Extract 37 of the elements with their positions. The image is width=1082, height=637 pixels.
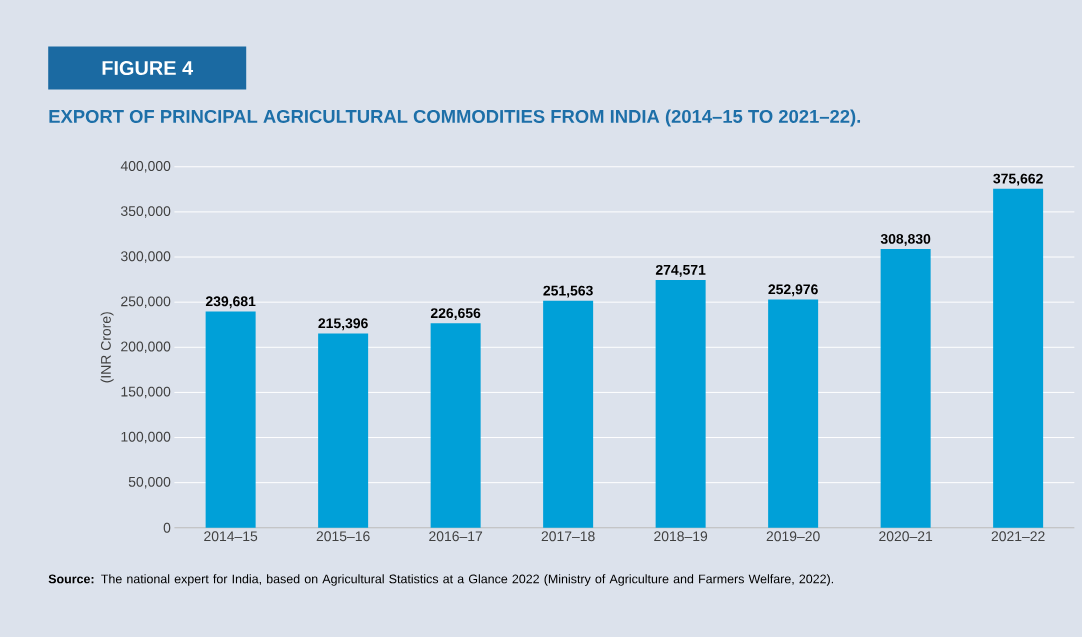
- x-tick-label: 2019–20: [766, 531, 820, 542]
- bar: [768, 299, 819, 528]
- chart-title: EXPORT OF PRINCIPAL AGRICULTURAL COMMODITIES FROM INDIA (2014–15 TO 2021–22).: [49, 109, 861, 127]
- bar: [205, 311, 256, 528]
- bar: [880, 249, 931, 528]
- data-label: 375,662: [993, 173, 1043, 186]
- y-tick-label: 0: [163, 522, 171, 533]
- data-label: 215,396: [318, 318, 368, 331]
- caption: FIGURE 4: [102, 60, 194, 76]
- data-label: 308,830: [880, 233, 931, 246]
- y-tick-label: 350,000: [120, 206, 171, 218]
- data-label: 226,656: [430, 308, 481, 321]
- y-tick-label: 250,000: [121, 296, 171, 308]
- x-tick-label: 2015–16: [316, 531, 370, 542]
- y-tick-label: 50,000: [128, 476, 171, 489]
- x-tick-label: 2016–17: [429, 531, 483, 542]
- x-tick-label: 2018–19: [654, 531, 708, 542]
- data-label: 251,563: [543, 285, 593, 298]
- bar: [993, 188, 1044, 528]
- x-tick-label: 2020–21: [879, 531, 933, 542]
- x-tick-label: 2014–15: [204, 531, 258, 542]
- y-tick-label: 200,000: [121, 341, 171, 354]
- y-tick-label: 300,000: [120, 251, 171, 263]
- data-label: 252,976: [768, 284, 818, 297]
- data-label: 239,681: [205, 296, 256, 309]
- bar: [430, 323, 481, 528]
- bar: [655, 279, 706, 528]
- x-tick-label: 2017–18: [541, 531, 595, 542]
- y-tick-label: 150,000: [121, 386, 171, 399]
- y-axis-title: (INR Crore): [100, 312, 114, 383]
- data-label: 274,571: [655, 264, 706, 277]
- y-tick-label: 100,000: [121, 431, 171, 444]
- y-tick-label: 400,000: [120, 161, 171, 173]
- bar: [318, 333, 369, 528]
- text: Source: The national expert for India, based on Agricultural Statistics at a Glance 2022 (Ministry of Agriculture and Farmers Welfare, 2022).: [48, 574, 834, 586]
- bar: [543, 300, 594, 528]
- x-tick-label: 2021–22: [991, 531, 1045, 542]
